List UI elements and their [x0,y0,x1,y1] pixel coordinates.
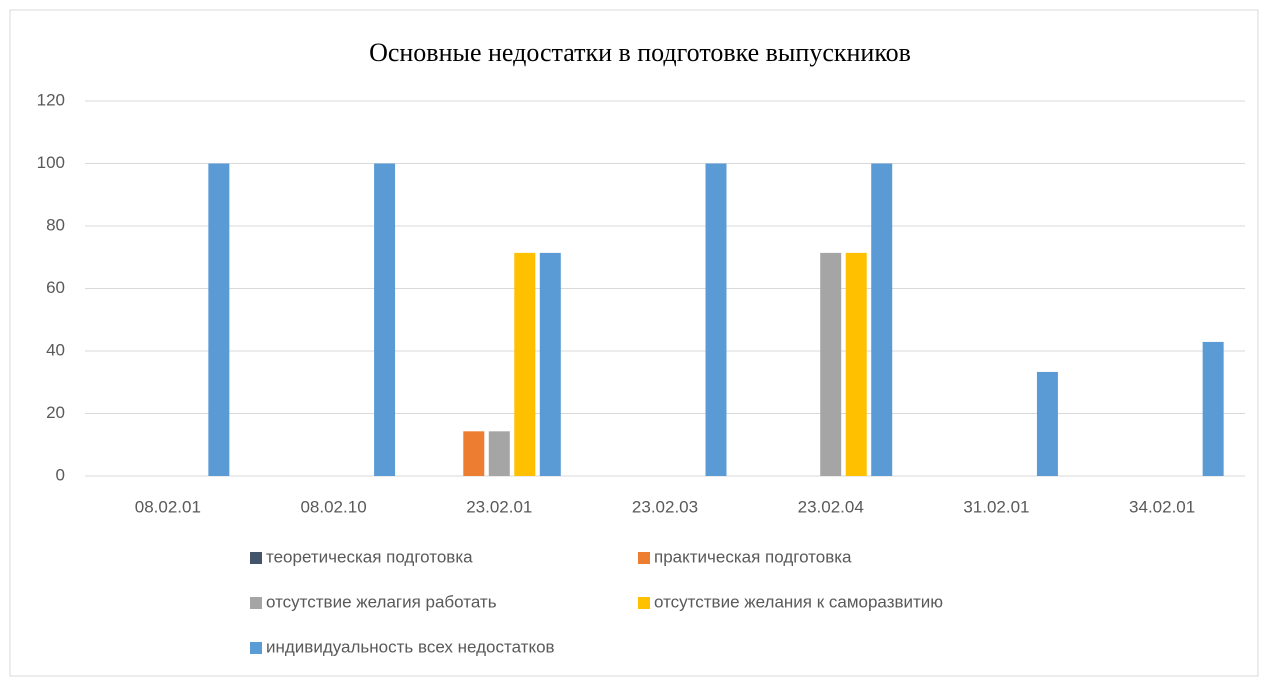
x-tick-label: 31.02.01 [963,497,1029,516]
x-tick-label: 34.02.01 [1129,497,1195,516]
bar [463,431,485,476]
legend-swatch [250,642,262,654]
y-tick-label: 100 [37,153,65,172]
bar [1202,341,1224,476]
bar [374,163,396,476]
bar [514,252,536,476]
y-tick-label: 40 [46,340,65,359]
bar [871,163,893,476]
chart-title: Основные недостатки в подготовке выпускн… [369,38,911,67]
y-tick-label: 120 [37,90,65,109]
chart-border [9,9,1259,677]
x-tick-label: 23.02.04 [798,497,864,516]
bar [845,252,867,476]
legend-label: практическая подготовка [654,547,852,566]
x-tick-label: 23.02.01 [466,497,532,516]
legend-swatch [638,597,650,609]
y-tick-label: 80 [46,215,65,234]
bar [1036,371,1058,476]
x-tick-label: 08.02.10 [300,497,366,516]
y-tick-label: 60 [46,278,65,297]
legend-swatch [250,552,262,564]
bar [539,252,561,476]
legend-label: индивидуальность всех недостатков [266,637,555,656]
x-tick-label: 23.02.03 [632,497,698,516]
legend-label: отсутствие желания к саморазвитию [654,592,943,611]
bar [208,163,230,476]
x-tick-label: 08.02.01 [135,497,201,516]
legend-label: отсутствие желагия работать [266,592,497,611]
legend-swatch [250,597,262,609]
bar [488,431,510,476]
bar [820,252,842,476]
y-tick-label: 20 [46,403,65,422]
legend-label: теоретическая подготовка [266,547,473,566]
bar [705,163,727,476]
y-tick-label: 0 [56,465,65,484]
legend-swatch [638,552,650,564]
